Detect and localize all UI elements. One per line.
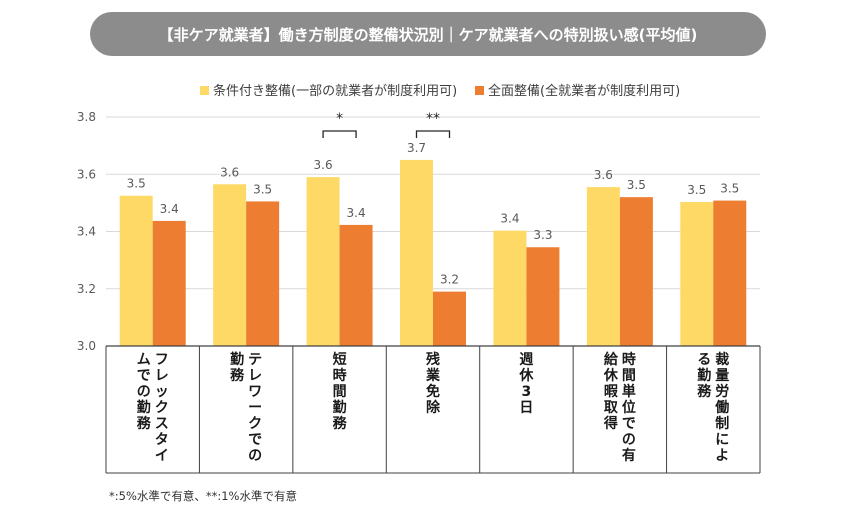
data-label: 3.5 [127, 177, 146, 191]
bar [493, 230, 527, 346]
category-label: 残業免除 [425, 351, 441, 416]
data-label: 3.5 [687, 183, 706, 197]
category-label: 時間単位での有給休暇取得 [603, 351, 636, 464]
category-label: 裁量労働制による勤務 [697, 351, 729, 464]
bar [680, 202, 714, 346]
data-label: 3.5 [253, 182, 272, 196]
bar [152, 220, 186, 346]
category-label: テレワークでの勤務 [230, 351, 262, 464]
bar [213, 184, 247, 346]
category-label: 短時間勤務 [333, 351, 348, 432]
bar [586, 187, 620, 346]
y-tick-label: 3.2 [77, 282, 96, 296]
significance-bracket [415, 130, 451, 138]
data-label: 3.6 [314, 158, 333, 172]
chart-title: 【非ケア就業者】働き方制度の整備状況別｜ケア就業者への特別扱い感(平均値) [90, 12, 766, 56]
data-label: 3.3 [533, 228, 552, 242]
bar [713, 200, 747, 346]
legend-swatch [200, 86, 209, 95]
significance-mark: ** [426, 111, 440, 127]
bar [400, 159, 433, 346]
legend-label: 条件付き整備(一部の就業者が制度利用可) [213, 83, 457, 99]
category-label: 週休 3 日 [518, 352, 534, 416]
bar [119, 195, 153, 346]
significance-footnote: *:5%水準で有意、**:1%水準で有意 [109, 489, 297, 503]
data-label: 3.6 [220, 165, 239, 179]
data-label: 3.7 [407, 141, 426, 155]
category-label: フレックスタイムでの勤務 [137, 352, 169, 464]
data-label: 3.4 [500, 212, 519, 226]
bar [246, 201, 280, 346]
legend-swatch [475, 86, 484, 95]
bar [339, 224, 373, 346]
data-label: 3.5 [720, 182, 739, 196]
bar [306, 177, 340, 346]
bar [619, 197, 653, 346]
legend-label: 全面整備(全就業者が制度利用可) [488, 83, 680, 99]
data-label: 3.2 [440, 273, 459, 287]
significance-mark: * [336, 111, 343, 127]
y-tick-label: 3.8 [77, 110, 96, 124]
bar [433, 291, 466, 346]
data-label: 3.6 [594, 168, 613, 182]
significance-bracket [322, 130, 357, 138]
bar [526, 247, 560, 346]
y-tick-label: 3.0 [77, 339, 96, 353]
data-label: 3.4 [160, 202, 179, 216]
data-label: 3.5 [627, 178, 646, 192]
data-label: 3.4 [347, 206, 366, 220]
y-tick-label: 3.4 [77, 225, 96, 239]
y-tick-label: 3.6 [77, 167, 96, 181]
